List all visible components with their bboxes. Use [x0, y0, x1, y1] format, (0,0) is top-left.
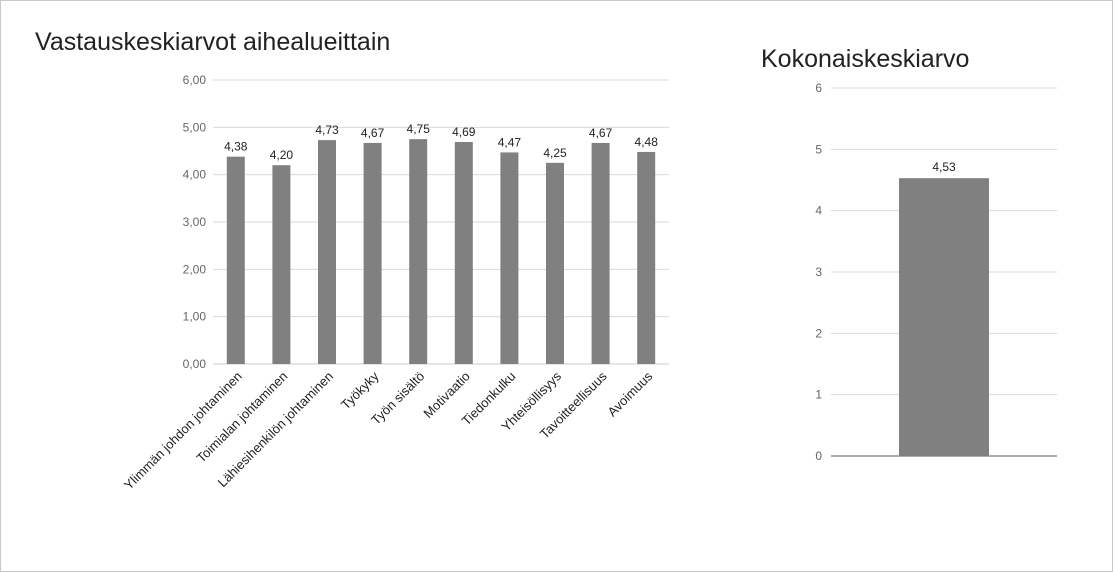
- y-tick-label: 2: [815, 326, 822, 340]
- data-label-avoimuus: 4,48: [635, 135, 659, 149]
- bar-ylimman-johdon-johtaminen: [226, 156, 245, 364]
- overall-average-chart-title: Kokonaiskeskiarvo: [761, 45, 970, 73]
- data-label-tavoitteellisuus: 4,67: [589, 126, 613, 140]
- data-label-yhteisollisyys: 4,25: [543, 146, 567, 160]
- data-label-lahiesihenkilon-johtaminen: 4,73: [315, 123, 339, 137]
- data-label-ylimman-johdon-johtaminen: 4,38: [224, 140, 248, 154]
- data-label-tiedonkulku: 4,47: [498, 135, 522, 149]
- y-tick-label: 6,00: [183, 73, 207, 87]
- y-tick-label: 5: [815, 142, 822, 156]
- bar-yhteisollisyys: [546, 162, 564, 364]
- bar-tavoitteellisuus: [591, 142, 610, 364]
- y-tick-label: 1,00: [183, 310, 207, 324]
- bar-lahiesihenkilon-johtaminen: [318, 140, 336, 364]
- data-label-toimialan-johtaminen: 4,20: [270, 148, 294, 162]
- bar-tiedonkulku: [500, 152, 519, 364]
- topic-averages-chart-title: Vastauskeskiarvot aihealueittain: [35, 28, 391, 56]
- y-tick-label: 1: [815, 388, 822, 402]
- y-tick-label: 3,00: [183, 215, 207, 229]
- data-label-total: 4,53: [932, 160, 956, 174]
- y-tick-label: 4: [815, 204, 822, 218]
- bar-tyokyky: [363, 142, 382, 364]
- bar-tyon-sisalto: [409, 139, 428, 364]
- y-tick-label: 3: [815, 265, 822, 279]
- data-label-tyon-sisalto: 4,75: [407, 122, 431, 136]
- y-tick-label: 0,00: [183, 357, 207, 371]
- overall-average-chart: 0 1 2 3 4 5 6 4,53: [815, 81, 1057, 463]
- y-tick-label: 2,00: [183, 262, 207, 276]
- y-tick-label: 5,00: [183, 120, 207, 134]
- y-tick-label: 0: [815, 449, 822, 463]
- bar-total: [899, 178, 989, 456]
- x-tick-label-avoimuus: Avoimuus: [605, 368, 656, 419]
- y-tick-label: 4,00: [183, 168, 207, 182]
- data-label-tyokyky: 4,67: [361, 126, 385, 140]
- y-tick-label: 6: [815, 81, 822, 95]
- bar-motivaatio: [454, 142, 473, 364]
- topic-averages-chart: 0,001,002,003,004,005,006,004,38Ylimmän …: [121, 73, 669, 493]
- bar-toimialan-johtaminen: [272, 165, 291, 364]
- data-label-motivaatio: 4,69: [452, 125, 476, 139]
- x-tick-label-tyokyky: Työkyky: [338, 368, 382, 412]
- bar-avoimuus: [637, 151, 656, 364]
